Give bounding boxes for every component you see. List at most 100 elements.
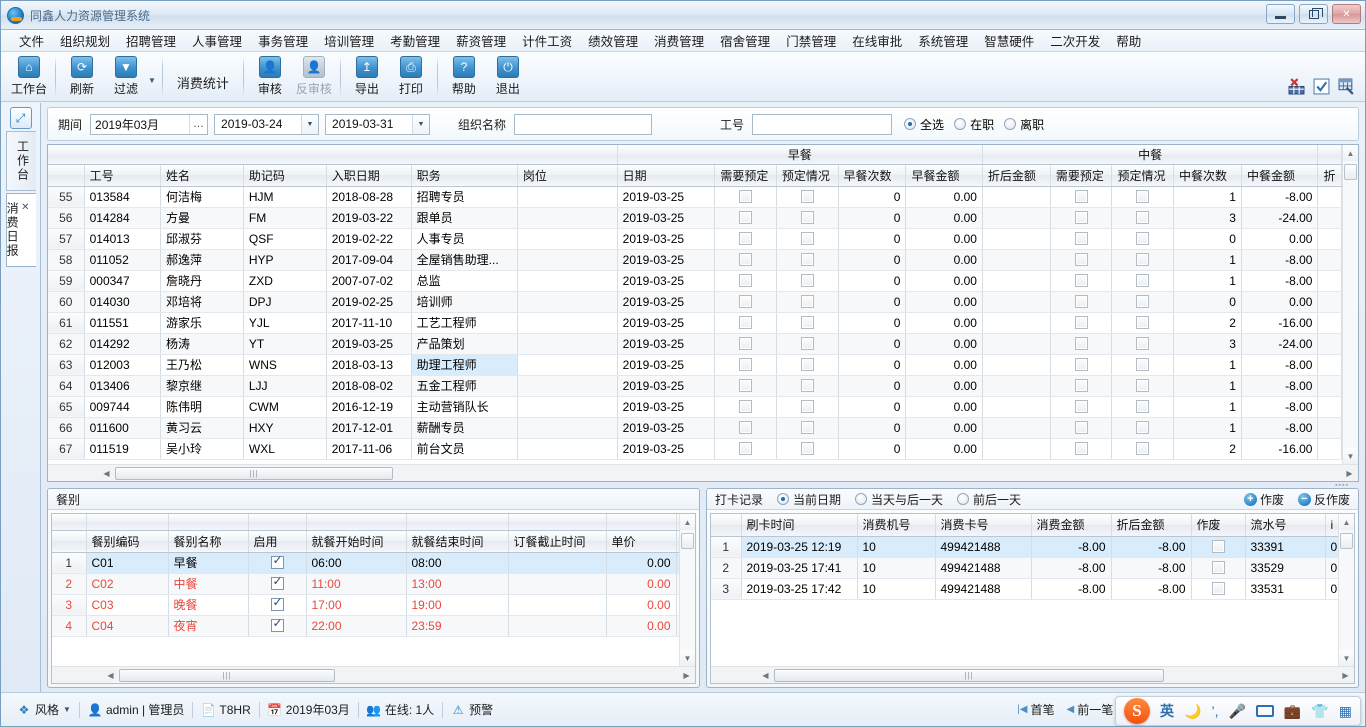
- consumption-grid-cell-name[interactable]: 游家乐: [160, 312, 244, 334]
- consumption-grid-checkbox-l_status[interactable]: [1136, 442, 1150, 455]
- menu-item-system[interactable]: 系统管理: [918, 35, 969, 49]
- consumption-grid-cell-code[interactable]: WNS: [243, 354, 327, 376]
- consumption-grid-cell-b_need[interactable]: [714, 207, 777, 229]
- consumption-grid-cell-hiredate[interactable]: 2017-11-10: [326, 312, 412, 334]
- meal-type-grid-cell-code[interactable]: C03: [86, 594, 169, 616]
- consumption-grid-cell-empno[interactable]: 014284: [84, 207, 162, 229]
- radio-all[interactable]: 全选: [904, 116, 944, 133]
- consumption-grid-cell-code[interactable]: HYP: [243, 249, 327, 271]
- consumption-grid-cell-post[interactable]: [517, 270, 618, 292]
- export-button[interactable]: ↥ 导出: [345, 54, 389, 97]
- scroll-down-icon[interactable]: ▼: [679, 650, 695, 666]
- meal-type-grid-cell-deadline[interactable]: [508, 594, 607, 616]
- consumption-grid-cell-job[interactable]: 全屋销售助理...: [411, 249, 518, 271]
- hscroll-thumb[interactable]: |||: [774, 668, 1164, 682]
- consumption-grid-cell-hiredate[interactable]: 2017-12-01: [326, 417, 412, 439]
- consumption-grid-checkbox-b_status[interactable]: [800, 190, 814, 203]
- period-browse-icon[interactable]: …: [189, 114, 207, 134]
- consumption-grid-cell-l_amount[interactable]: -16.00: [1241, 312, 1319, 334]
- consumption-grid-cell-l_status[interactable]: [1111, 249, 1175, 271]
- consumption-grid-cell-b_count[interactable]: 0: [838, 186, 907, 208]
- consumption-grid-cell-date[interactable]: 2019-03-25: [617, 438, 716, 460]
- consumption-grid-cell-date[interactable]: 2019-03-25: [617, 417, 716, 439]
- consumption-grid-cell-more[interactable]: [1317, 228, 1342, 250]
- consumption-grid-cell-job[interactable]: 人事专员: [411, 228, 518, 250]
- scroll-left-icon[interactable]: ◀: [107, 670, 114, 680]
- consumption-grid-cell-b_amount[interactable]: 0.00: [905, 438, 983, 460]
- card-record-vscrollbar[interactable]: ▲ ▼: [1338, 514, 1354, 666]
- ime-mode-label[interactable]: 英: [1160, 703, 1175, 719]
- consumption-grid-row[interactable]: 65 009744 陈伟明 CWM 2016-12-19 主动营销队长 2019-03-25…: [48, 396, 1342, 418]
- consumption-grid-cell-hiredate[interactable]: 2018-08-28: [326, 186, 412, 208]
- consumption-grid-checkbox-b_need[interactable]: [739, 421, 753, 434]
- scroll-right-icon[interactable]: ▶: [1342, 670, 1349, 680]
- consumption-grid-cell-empno[interactable]: 011519: [84, 438, 162, 460]
- consumption-grid-cell-b_need[interactable]: [714, 333, 777, 355]
- consumption-grid-col-l_amount[interactable]: 中餐金额: [1241, 164, 1319, 187]
- consumption-grid-col-job[interactable]: 职务: [411, 164, 518, 187]
- consumption-grid-checkbox-b_status[interactable]: [800, 400, 814, 413]
- menu-item-consumption[interactable]: 消费管理: [654, 35, 705, 49]
- menu-item-smart-hardware[interactable]: 智慧硬件: [984, 35, 1035, 49]
- consumption-grid-cell-b_disc[interactable]: [982, 375, 1051, 397]
- sogou-logo-icon[interactable]: S: [1124, 698, 1151, 724]
- meal-type-grid-cell-more[interactable]: [676, 552, 679, 574]
- consumption-grid-cell-l_amount[interactable]: -8.00: [1241, 270, 1319, 292]
- consumption-grid-cell-b_amount[interactable]: 0.00: [905, 333, 983, 355]
- restore-button[interactable]: [1299, 4, 1328, 24]
- consumption-grid-cell-name[interactable]: 邓培将: [160, 291, 244, 313]
- consumption-grid-cell-code[interactable]: QSF: [243, 228, 327, 250]
- date-to-combo[interactable]: 2019-03-31 ▼: [325, 113, 431, 135]
- consumption-grid-checkbox-b_need[interactable]: [739, 337, 753, 350]
- consumption-grid-cell-l_need[interactable]: [1050, 270, 1113, 292]
- consumption-grid-cell-b_disc[interactable]: [982, 312, 1051, 334]
- consumption-grid-checkbox-l_need[interactable]: [1074, 274, 1088, 287]
- consumption-grid-cell-date[interactable]: 2019-03-25: [617, 291, 716, 313]
- meal-type-grid-cell-deadline[interactable]: [508, 615, 607, 637]
- meal-type-grid-cell-price[interactable]: 0.00: [606, 594, 677, 616]
- consumption-grid-cell-b_need[interactable]: [714, 396, 777, 418]
- consumption-grid-cell-hiredate[interactable]: 2017-09-04: [326, 249, 412, 271]
- consumption-grid-cell-post[interactable]: [517, 333, 618, 355]
- consumption-grid-cell-l_need[interactable]: [1050, 417, 1113, 439]
- consumption-grid-cell-b_disc[interactable]: [982, 438, 1051, 460]
- mic-icon[interactable]: 🎤: [1228, 702, 1246, 719]
- consumption-grid-cell-b_amount[interactable]: 0.00: [905, 354, 983, 376]
- consumption-grid-cell-hiredate[interactable]: 2007-07-02: [326, 270, 412, 292]
- card-record-grid-cell-card[interactable]: 499421488: [935, 578, 1032, 600]
- consumption-grid-cell-l_status[interactable]: [1111, 312, 1175, 334]
- card-record-grid-row[interactable]: 2 2019-03-25 17:41 10 499421488 -8.00 -8.00 33…: [711, 557, 1338, 579]
- consumption-grid-checkbox-l_need[interactable]: [1074, 442, 1088, 455]
- consumption-grid-cell-b_status[interactable]: [776, 396, 839, 418]
- consumption-grid-cell-l_count[interactable]: 1: [1173, 249, 1242, 271]
- consumption-grid-cell-job[interactable]: 培训师: [411, 291, 518, 313]
- consumption-grid-cell-rownum[interactable]: 61: [48, 312, 85, 334]
- radio-day-and-next[interactable]: 当天与后一天: [855, 491, 943, 508]
- card-record-grid-cell-discount[interactable]: -8.00: [1111, 557, 1192, 579]
- consumption-grid-col-post[interactable]: 岗位: [517, 164, 618, 187]
- consumption-grid-checkbox-b_status[interactable]: [800, 358, 814, 371]
- consumption-grid-checkbox-l_need[interactable]: [1074, 400, 1088, 413]
- consumption-grid-cell-empno[interactable]: 011052: [84, 249, 162, 271]
- consumption-grid-checkbox-b_need[interactable]: [739, 400, 753, 413]
- nav-first-button[interactable]: |◀ 首笔: [1012, 701, 1059, 718]
- meal-type-grid-col-start[interactable]: 就餐开始时间: [306, 530, 407, 553]
- meal-type-grid-col-name[interactable]: 餐别名称: [168, 530, 249, 553]
- card-record-grid-cell-rownum[interactable]: 3: [711, 578, 742, 600]
- consumption-grid-checkbox-l_need[interactable]: [1074, 379, 1088, 392]
- consumption-grid-col-hiredate[interactable]: 入职日期: [326, 164, 412, 187]
- meal-type-grid-cell-name[interactable]: 晚餐: [168, 594, 249, 616]
- consumption-grid-cell-rownum[interactable]: 62: [48, 333, 85, 355]
- consumption-grid-cell-job[interactable]: 工艺工程师: [411, 312, 518, 334]
- consumption-grid-cell-code[interactable]: YT: [243, 333, 327, 355]
- consumption-grid-cell-code[interactable]: ZXD: [243, 270, 327, 292]
- consumption-grid-cell-l_need[interactable]: [1050, 375, 1113, 397]
- meal-type-grid-cell-name[interactable]: 中餐: [168, 573, 249, 595]
- card-record-grid-cell-serial[interactable]: 33391: [1245, 536, 1326, 558]
- card-record-grid-cell-card[interactable]: 499421488: [935, 536, 1032, 558]
- consumption-grid-cell-l_count[interactable]: 2: [1173, 438, 1242, 460]
- card-record-grid-cell-void[interactable]: [1191, 536, 1246, 558]
- meal-type-grid-col-price[interactable]: 单价: [606, 530, 677, 553]
- consumption-grid-cell-date[interactable]: 2019-03-25: [617, 249, 716, 271]
- menu-item-personnel[interactable]: 人事管理: [192, 35, 243, 49]
